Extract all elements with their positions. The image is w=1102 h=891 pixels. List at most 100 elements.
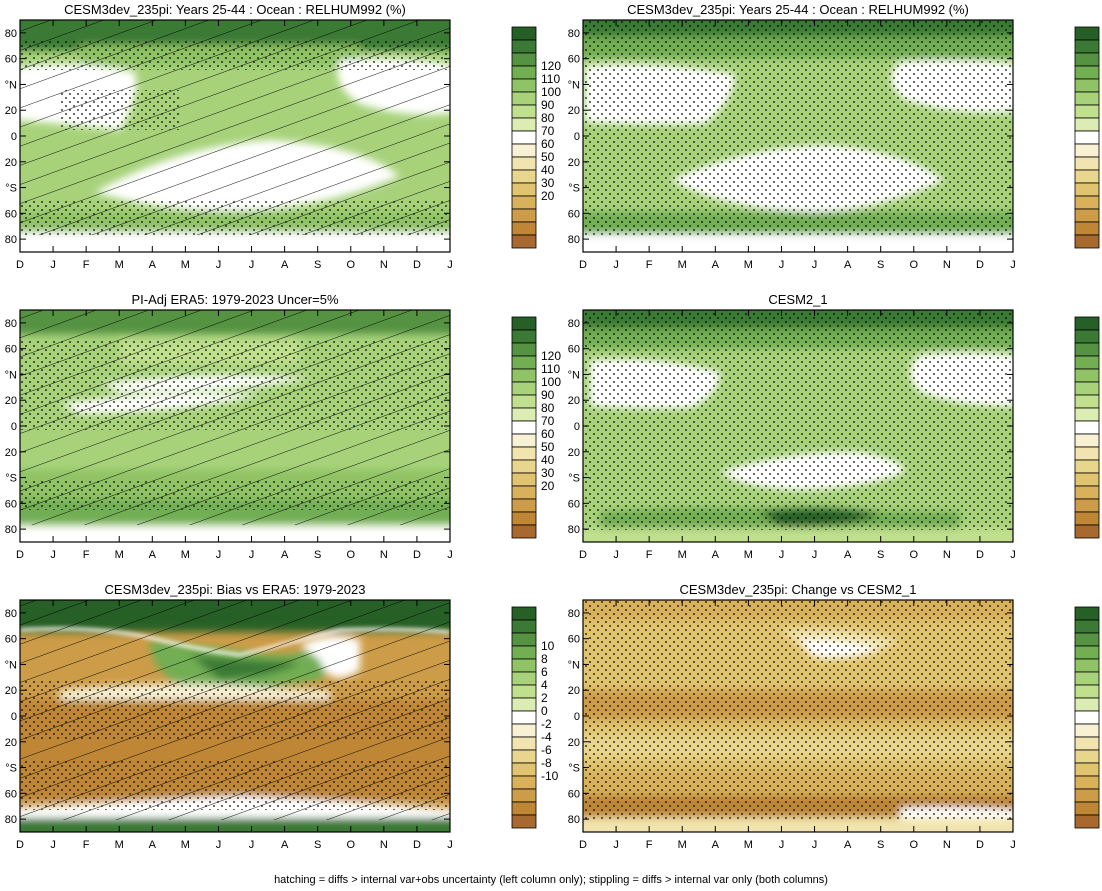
- colorbar-label: 60: [541, 137, 555, 151]
- colorbar-cell: [511, 65, 537, 80]
- y-tick-label: 80: [5, 608, 17, 620]
- colorbar-label: 70: [541, 124, 555, 138]
- x-tick-label: O: [346, 839, 355, 851]
- y-tick-label: 60: [568, 54, 580, 66]
- colorbar-cell: [511, 459, 537, 474]
- x-tick-label: J: [812, 259, 818, 271]
- y-tick-label: 60: [568, 344, 580, 356]
- colorbar-cell: [511, 420, 537, 435]
- colorbar-label: 100: [541, 375, 561, 389]
- colorbar-cell: [1074, 329, 1100, 344]
- colorbar-label: 30: [541, 466, 555, 480]
- colorbar-cell: [511, 606, 537, 621]
- x-tick-label: A: [281, 839, 289, 851]
- colorbar-cell: [1074, 104, 1100, 119]
- figure: CESM3dev_235pi: Years 25-44 : Ocean : RE…: [5, 2, 1100, 851]
- colorbar-cell: [1074, 381, 1100, 396]
- colorbar-cell: [1074, 234, 1100, 249]
- colorbar-cell: [1074, 511, 1100, 526]
- x-tick-label: D: [976, 549, 984, 561]
- y-tick-label: °N: [5, 369, 17, 381]
- colorbar-cell: [1074, 156, 1100, 171]
- colorbar-cell: [511, 749, 537, 764]
- x-tick-label: F: [646, 839, 653, 851]
- colorbar-cell: [511, 104, 537, 119]
- colorbar-label: 80: [541, 111, 555, 125]
- x-tick-label: N: [943, 549, 951, 561]
- x-tick-label: O: [909, 839, 918, 851]
- colorbar-cell: [511, 485, 537, 500]
- x-tick-label: S: [314, 839, 321, 851]
- colorbar-cell: [511, 762, 537, 777]
- colorbar-cell: [1074, 208, 1100, 223]
- colorbar-cell: [511, 342, 537, 357]
- colorbar-label: 60: [541, 427, 555, 441]
- heatmap-field: [20, 600, 450, 832]
- panel-5: CESM3dev_235pi: Bias vs ERA5: 1979-2023 …: [5, 582, 559, 851]
- colorbar-cell: [1074, 801, 1100, 816]
- colorbar-label: 80: [541, 401, 555, 415]
- colorbar-label: 50: [541, 150, 555, 164]
- x-tick-label: N: [943, 839, 951, 851]
- colorbar-cell: [511, 736, 537, 751]
- panel-title: CESM2_1: [768, 292, 827, 307]
- y-tick-label: 60: [568, 634, 580, 646]
- x-tick-label: A: [844, 259, 852, 271]
- colorbar-cell: [511, 710, 537, 725]
- x-tick-label: F: [646, 259, 653, 271]
- colorbar-cell: [511, 195, 537, 210]
- colorbar-label: 40: [541, 453, 555, 467]
- colorbar-label: 50: [541, 440, 555, 454]
- colorbar-cell: [511, 91, 537, 106]
- colorbar-label: -2: [541, 717, 552, 731]
- x-tick-label: J: [1010, 549, 1016, 561]
- colorbar-label: -8: [541, 756, 552, 770]
- colorbar-cell: [1074, 446, 1100, 461]
- colorbar-cell: [1074, 342, 1100, 357]
- panel-title: CESM3dev_235pi: Bias vs ERA5: 1979-2023: [105, 582, 366, 597]
- y-tick-label: 20: [568, 395, 580, 407]
- x-tick-label: S: [877, 839, 884, 851]
- colorbar-label: 30: [541, 176, 555, 190]
- colorbar-cell: [511, 156, 537, 171]
- y-tick-label: 80: [5, 234, 17, 246]
- y-tick-label: 0: [11, 131, 17, 143]
- heatmap-field: [583, 310, 1013, 542]
- colorbar-cell: [511, 511, 537, 526]
- panel-title: CESM3dev_235pi: Years 25-44 : Ocean : RE…: [64, 2, 406, 17]
- colorbar-cell: [1074, 736, 1100, 751]
- colorbar-cell: [511, 446, 537, 461]
- colorbar-cell: [511, 182, 537, 197]
- x-tick-label: D: [579, 839, 587, 851]
- x-tick-label: M: [115, 839, 124, 851]
- colorbar-label: 0: [541, 704, 548, 718]
- x-tick-label: J: [447, 259, 453, 271]
- x-tick-label: D: [413, 549, 421, 561]
- colorbar-label: 8: [541, 652, 548, 666]
- x-tick-label: A: [712, 549, 720, 561]
- y-tick-label: 60: [568, 208, 580, 220]
- y-tick-label: 60: [5, 54, 17, 66]
- x-tick-label: M: [181, 839, 190, 851]
- x-tick-label: S: [877, 549, 884, 561]
- x-tick-label: D: [976, 839, 984, 851]
- y-tick-label: °N: [568, 659, 580, 671]
- x-tick-label: J: [613, 259, 619, 271]
- colorbar-label: 90: [541, 98, 555, 112]
- x-tick-label: D: [16, 259, 24, 271]
- colorbar-cell: [1074, 316, 1100, 331]
- x-tick-label: J: [216, 259, 222, 271]
- colorbar-cell: [511, 316, 537, 331]
- colorbar-label: 4: [541, 678, 548, 692]
- x-tick-label: N: [943, 259, 951, 271]
- colorbar-cell: [511, 169, 537, 184]
- colorbar-cell: [1074, 433, 1100, 448]
- x-tick-label: O: [346, 259, 355, 271]
- colorbar-cell: [1074, 407, 1100, 422]
- colorbar-cell: [511, 26, 537, 41]
- x-tick-label: J: [779, 259, 785, 271]
- colorbar-cell: [1074, 775, 1100, 790]
- panel-6: CESM3dev_235pi: Change vs CESM2_1 80 60 °N…: [568, 582, 1100, 851]
- colorbar-cell: [511, 801, 537, 816]
- x-tick-label: M: [744, 259, 753, 271]
